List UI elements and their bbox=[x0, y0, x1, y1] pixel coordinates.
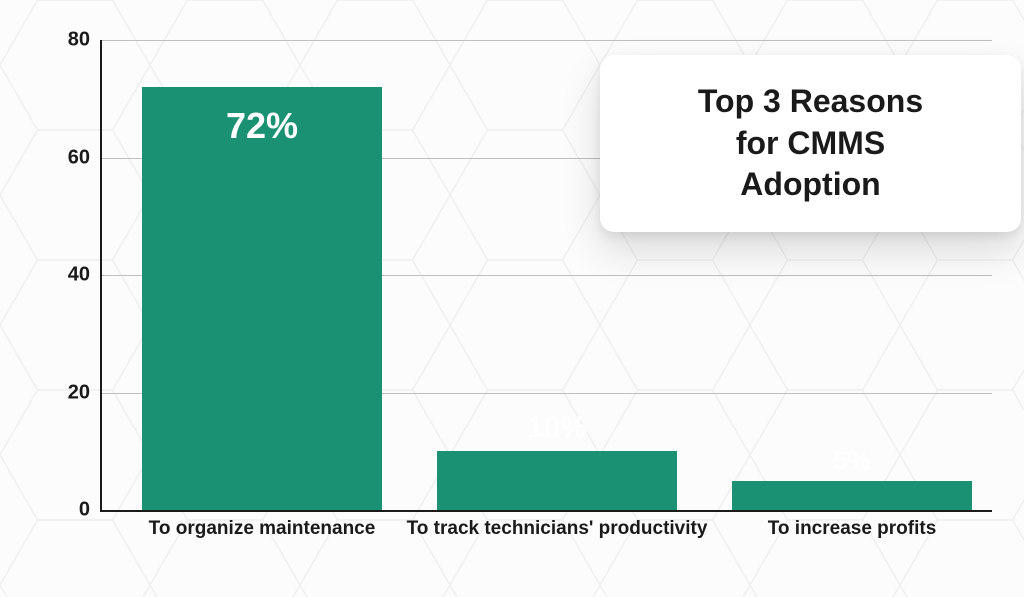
grid-line bbox=[102, 40, 992, 41]
bar: 10% bbox=[437, 451, 677, 510]
bar-value-label: 72% bbox=[226, 105, 298, 147]
y-tick-label: 60 bbox=[68, 146, 90, 169]
x-category-label: To organize maintenance bbox=[149, 518, 376, 540]
y-tick-label: 80 bbox=[68, 29, 90, 52]
bar: 5% bbox=[732, 481, 972, 510]
bar-value-label: 10% bbox=[527, 411, 587, 445]
chart-title: Top 3 Reasonsfor CMMSAdoption bbox=[638, 81, 983, 206]
y-tick-label: 20 bbox=[68, 381, 90, 404]
x-category-label: To increase profits bbox=[768, 518, 937, 540]
title-card: Top 3 Reasonsfor CMMSAdoption bbox=[600, 55, 1021, 232]
y-tick-label: 0 bbox=[79, 499, 90, 522]
x-category-label: To track technicians' productivity bbox=[407, 518, 708, 540]
bar-value-label: 5% bbox=[833, 445, 871, 476]
y-tick-label: 40 bbox=[68, 264, 90, 287]
bar: 72% bbox=[142, 87, 382, 510]
